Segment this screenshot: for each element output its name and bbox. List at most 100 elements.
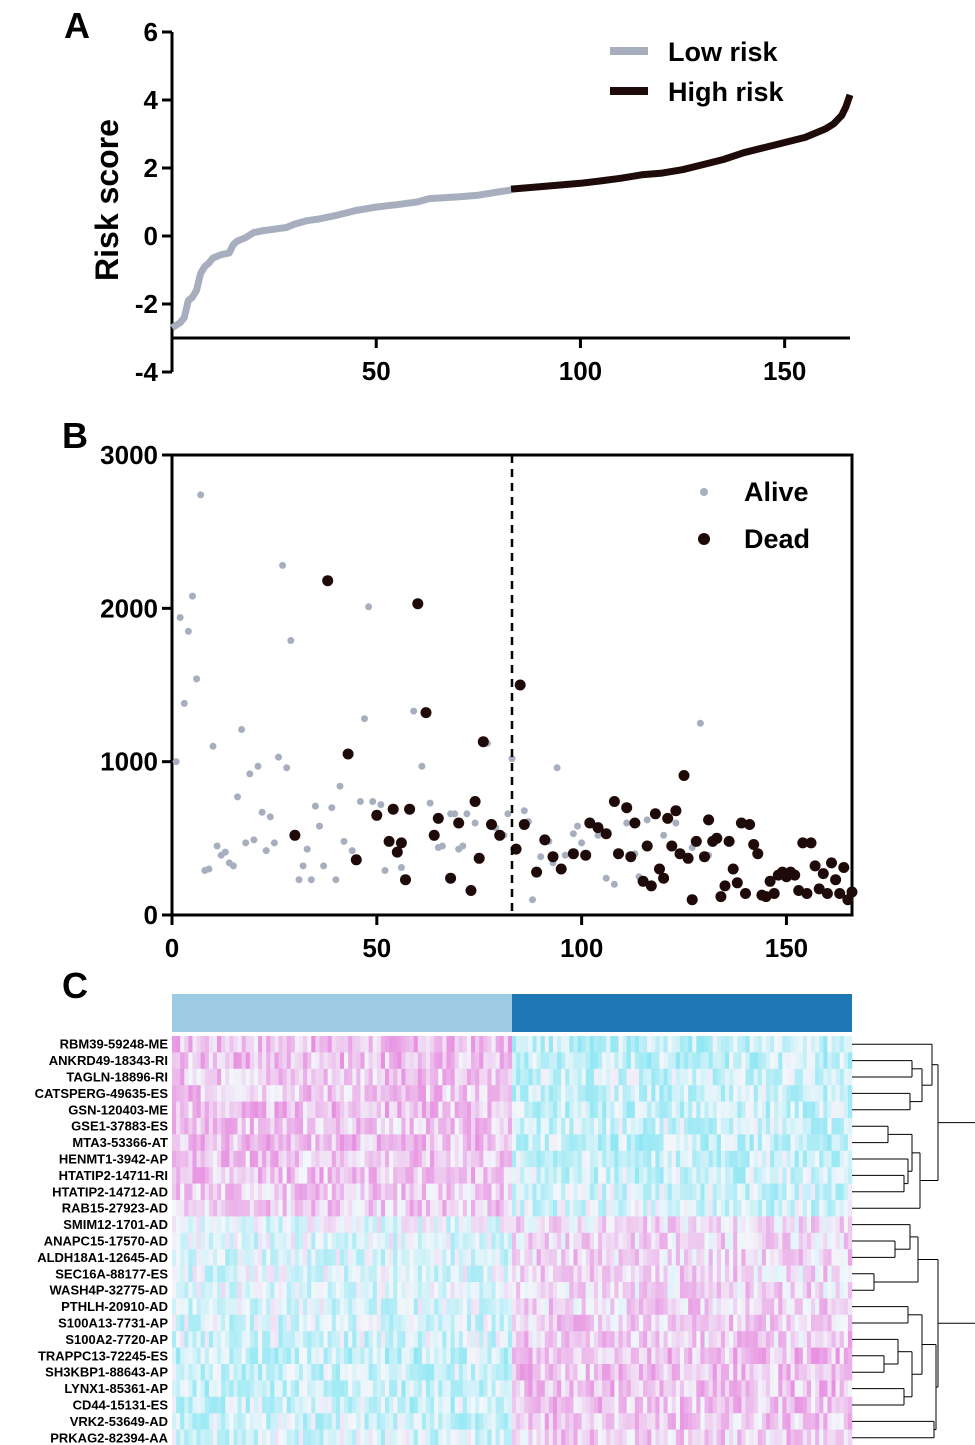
heatmap-cell [811,1036,816,1053]
heatmap-cell [827,1085,832,1102]
heatmap-cell [315,1068,320,1086]
heatmap-cell [438,1085,443,1102]
heatmap-cell [839,1265,845,1283]
heatmap-cell [516,1183,521,1201]
heatmap-cell [581,1036,587,1053]
heatmap-cell [679,1216,685,1234]
heatmap-cell [331,1150,337,1168]
heatmap-cell [684,1380,689,1398]
heatmap-cell [319,1413,324,1430]
heatmap-cell [307,1265,312,1283]
heatmap-cell [704,1396,709,1414]
heatmap-cell [364,1150,369,1168]
heatmap-cell [835,1200,841,1217]
heatmap-cell [335,1265,341,1283]
heatmap-cell [651,1314,656,1332]
heatmap-cell [512,1101,517,1119]
heatmap-cell [667,1101,673,1119]
heatmap-cell [372,1282,378,1299]
heatmap-cell [380,1282,386,1299]
heatmap-cell [360,1314,365,1332]
heatmap-cell [770,1298,775,1316]
heatmap-cell [212,1216,218,1234]
heatmap-cell [217,1085,222,1102]
heatmap-cell [622,1068,627,1086]
heatmap-cell [700,1249,705,1266]
heatmap-cell [401,1347,406,1365]
point-dead [641,840,653,852]
heatmap-cell [765,1183,771,1201]
heatmap-cell [765,1364,771,1381]
heatmap-cell [192,1052,197,1070]
heatmap-cell [708,1265,714,1283]
heatmap-cell [233,1380,238,1398]
heatmap-cell [536,1314,541,1332]
heatmap-cell [368,1052,374,1070]
heatmap-cell [753,1068,759,1086]
heatmap-cell [327,1118,333,1135]
heatmap-cell [413,1364,419,1381]
heatmap-cell [753,1052,759,1070]
heatmap-cell [761,1314,767,1332]
heatmap-cell [172,1364,177,1381]
heatmap-cell [466,1216,472,1234]
heatmap-cell [745,1232,750,1250]
heatmap-cell [421,1118,427,1135]
heatmap-cell [811,1380,816,1398]
heatmap-cell [815,1331,820,1348]
heatmap-cell [667,1232,673,1250]
heatmap-cell [671,1183,677,1201]
heatmap-cell [729,1331,734,1348]
heatmap-cell [286,1036,292,1053]
heatmap-cell [532,1413,537,1430]
heatmap-cell [217,1167,222,1184]
heatmap-cell [847,1036,853,1053]
heatmap-cell [212,1232,218,1250]
heatmap-cell [196,1232,201,1250]
heatmap-cell [692,1364,697,1381]
heatmap-cell [290,1068,296,1086]
heatmap-cell [512,1036,517,1053]
heatmap-cell [561,1216,566,1234]
heatmap-cell [192,1232,197,1250]
point-alive [553,764,561,772]
heatmap-cell [286,1265,292,1283]
heatmap-cell [376,1298,382,1316]
heatmap-cell [524,1298,529,1316]
heatmap-cell [544,1347,550,1365]
point-dead [645,880,657,892]
heatmap-cell [258,1265,263,1283]
heatmap-cell [409,1249,414,1266]
heatmap-cell [409,1364,414,1381]
heatmap-cell [208,1052,214,1070]
heatmap-cell [307,1085,312,1102]
heatmap-cell [606,1396,611,1414]
heatmap-cell [364,1232,369,1250]
heatmap-cell [610,1413,615,1430]
heatmap-cell [651,1118,656,1135]
heatmap-cell [364,1036,369,1053]
heatmap-cell [655,1232,660,1250]
heatmap-cell [208,1232,214,1250]
heatmap-cell [503,1052,509,1070]
heatmap-cell [757,1347,763,1365]
heatmap-cell [778,1396,783,1414]
heatmap-cell [503,1364,509,1381]
heatmap-cell [589,1150,595,1168]
heatmap-cell [589,1298,595,1316]
heatmap-cell [262,1380,267,1398]
heatmap-cell [356,1101,361,1119]
heatmap-cell [544,1265,550,1283]
heatmap-cell [552,1282,558,1299]
heatmap-cell [626,1200,632,1217]
heatmap-cell [720,1249,726,1266]
heatmap-cell [749,1232,754,1250]
heatmap-cell [512,1413,517,1430]
heatmap-cell [561,1298,566,1316]
heatmap-cell [430,1167,435,1184]
heatmap-cell [446,1249,451,1266]
heatmap-cell [520,1396,525,1414]
heatmap-cell [389,1183,394,1201]
heatmap-cell [450,1429,455,1445]
heatmap-cell [643,1265,648,1283]
